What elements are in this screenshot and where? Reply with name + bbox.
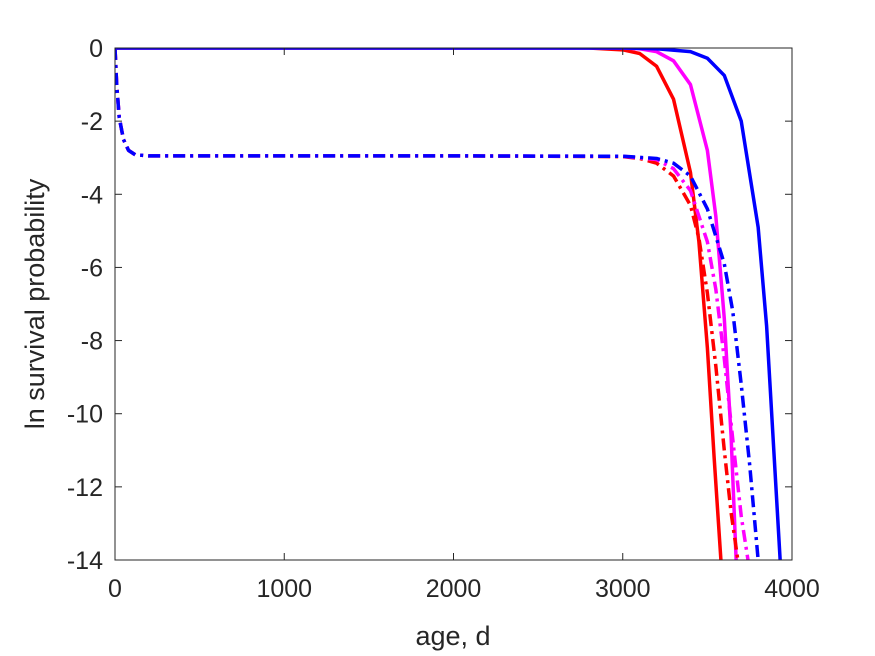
x-tick-label: 0 xyxy=(108,575,122,603)
series-layer xyxy=(115,48,782,560)
x-tick-label: 2000 xyxy=(426,575,482,603)
y-tick-label: -12 xyxy=(67,474,103,502)
series-line-1 xyxy=(115,48,723,560)
y-ticks: 0 -2 -4 -6 -8 -10 -12 -14 xyxy=(67,35,792,575)
series-line-2 xyxy=(115,48,738,560)
y-tick-label: -4 xyxy=(81,181,103,209)
x-ticks: 0 1000 2000 3000 4000 xyxy=(108,48,820,603)
y-tick-label: -6 xyxy=(81,254,103,282)
series-line-5 xyxy=(115,48,750,560)
y-axis-title: ln survival probability xyxy=(20,178,50,429)
series-line-3 xyxy=(115,48,782,560)
x-tick-label: 1000 xyxy=(256,575,312,603)
plot-area xyxy=(115,48,792,560)
x-axis-title: age, d xyxy=(415,621,490,651)
y-tick-label: 0 xyxy=(89,35,103,63)
y-tick-label: -14 xyxy=(67,547,103,575)
x-tick-label: 4000 xyxy=(764,575,820,603)
y-tick-label: -8 xyxy=(81,328,103,356)
y-tick-label: -10 xyxy=(67,401,103,429)
y-tick-label: -2 xyxy=(81,108,103,136)
x-tick-label: 3000 xyxy=(595,575,651,603)
